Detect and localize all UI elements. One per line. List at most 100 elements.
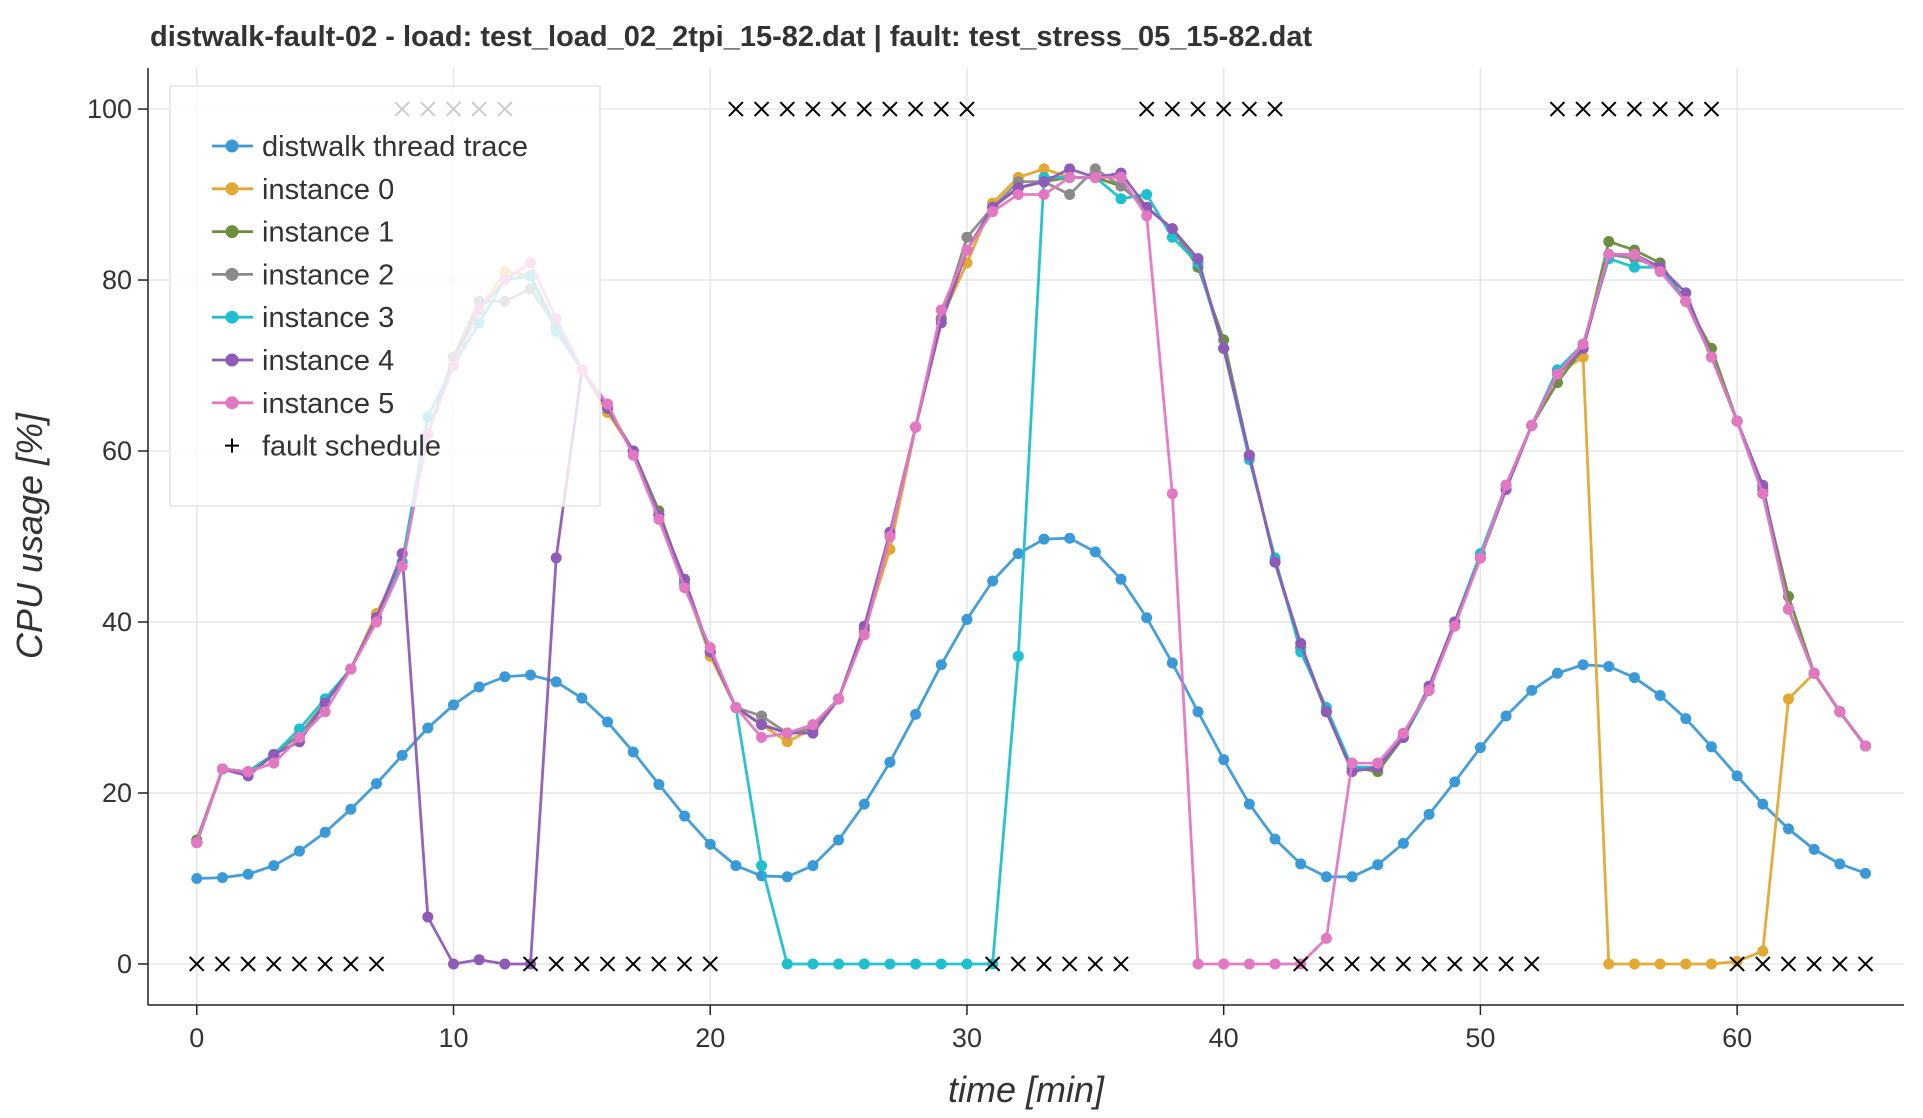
fault-marker <box>1190 101 1206 117</box>
fault-marker <box>1447 956 1463 972</box>
point <box>1218 958 1230 970</box>
point <box>1038 176 1050 188</box>
fault-marker <box>1806 956 1822 972</box>
point <box>1834 858 1846 870</box>
point <box>1192 958 1204 970</box>
point <box>884 531 896 542</box>
point <box>807 958 819 970</box>
fault-marker <box>830 101 847 117</box>
fault-marker <box>1292 956 1309 972</box>
point <box>1089 171 1101 183</box>
point <box>525 669 537 681</box>
fault-marker <box>368 956 385 972</box>
fault-marker <box>574 956 590 972</box>
fault-marker <box>1036 956 1052 972</box>
y-tick-label: 40 <box>102 607 132 637</box>
point <box>1320 932 1332 944</box>
legend-label: instance 5 <box>262 388 394 420</box>
fault-marker <box>343 956 359 972</box>
fault-marker <box>1241 101 1258 117</box>
point <box>833 834 845 846</box>
x-tick-label: 20 <box>695 1023 725 1053</box>
legend-label: fault schedule <box>262 431 441 463</box>
point <box>807 727 819 739</box>
point <box>473 681 485 693</box>
point <box>807 719 819 731</box>
point <box>756 731 768 743</box>
legend-marker <box>225 225 239 239</box>
point <box>1782 603 1794 615</box>
fault-marker <box>984 956 1001 972</box>
point <box>987 575 999 587</box>
fault-marker <box>1370 956 1386 972</box>
legend-marker <box>225 353 239 367</box>
point <box>1808 667 1820 679</box>
point <box>1680 287 1692 299</box>
point <box>1474 552 1486 564</box>
point <box>1115 171 1127 183</box>
point <box>679 582 691 594</box>
legend-marker <box>225 438 239 453</box>
fault-marker <box>753 101 770 117</box>
point <box>1603 248 1615 260</box>
point <box>242 868 254 880</box>
point <box>268 757 280 769</box>
point <box>1346 871 1358 883</box>
point <box>1474 742 1486 754</box>
fault-marker <box>240 956 256 972</box>
point <box>935 304 947 316</box>
fault-marker <box>1755 956 1771 972</box>
point <box>1372 859 1384 871</box>
point <box>910 708 922 720</box>
point <box>627 746 639 758</box>
point <box>499 671 511 683</box>
point <box>781 727 793 739</box>
fault-marker <box>856 101 872 117</box>
point <box>422 722 434 734</box>
point <box>396 560 408 572</box>
point <box>448 958 460 970</box>
y-axis-label: CPU usage [%] <box>9 412 50 659</box>
fault-marker <box>189 956 205 972</box>
point <box>884 756 896 768</box>
point <box>1218 342 1230 354</box>
point <box>1243 798 1255 810</box>
point <box>1680 295 1692 307</box>
point <box>1012 548 1024 560</box>
x-tick-label: 50 <box>1465 1023 1495 1053</box>
fault-marker <box>1421 956 1437 972</box>
fault-marker <box>548 956 564 972</box>
point <box>961 958 973 970</box>
point <box>781 871 793 883</box>
point <box>807 860 819 872</box>
point <box>1654 690 1666 702</box>
fault-marker <box>1138 101 1155 117</box>
point <box>653 778 665 790</box>
point <box>1757 798 1769 810</box>
fault-marker <box>651 956 667 972</box>
point <box>756 860 768 872</box>
point <box>1834 706 1846 718</box>
point <box>858 629 870 641</box>
x-axis-label: time [min] <box>948 1069 1105 1110</box>
point <box>1705 351 1717 363</box>
point <box>602 398 614 410</box>
point <box>1603 236 1615 248</box>
fault-marker <box>1575 101 1591 117</box>
point <box>961 231 973 243</box>
point <box>1192 253 1204 265</box>
point <box>1064 532 1076 544</box>
point <box>216 872 228 884</box>
fault-marker <box>1678 101 1694 117</box>
y-tick-label: 80 <box>102 265 132 295</box>
point <box>1012 189 1024 201</box>
point <box>1859 740 1871 752</box>
point <box>319 826 331 838</box>
point <box>1449 776 1461 788</box>
point <box>1295 858 1307 870</box>
legend-label: instance 3 <box>262 302 394 334</box>
fault-marker <box>1395 956 1412 972</box>
point <box>396 749 408 761</box>
point <box>1166 231 1178 243</box>
fault-marker <box>625 956 641 972</box>
